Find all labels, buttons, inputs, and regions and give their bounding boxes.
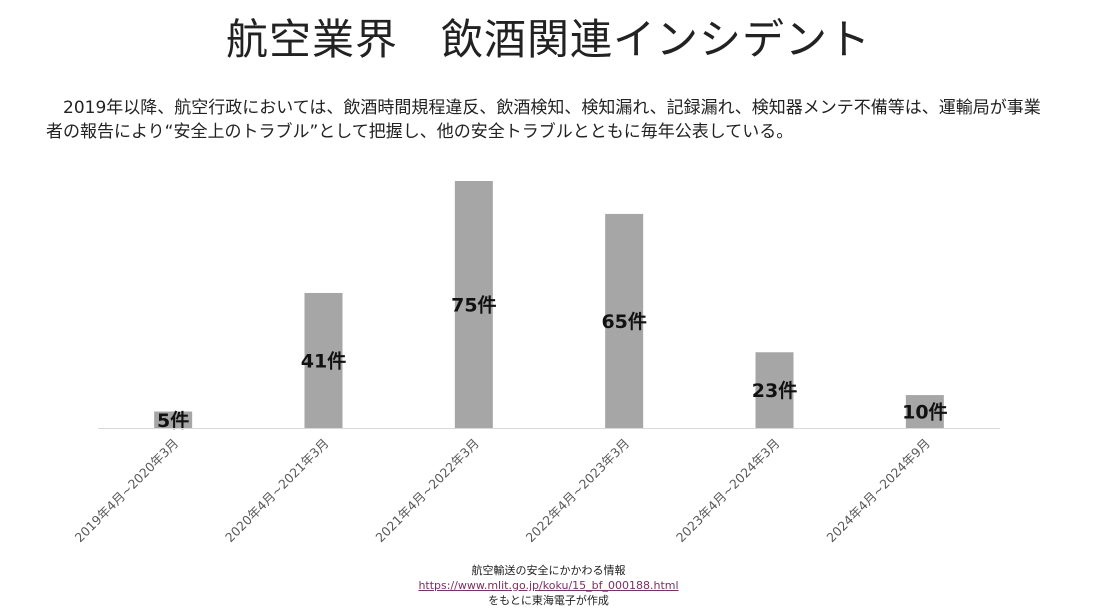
bar — [905, 395, 944, 428]
data-label: 41件 — [301, 349, 346, 372]
bar — [454, 181, 493, 428]
data-label: 23件 — [752, 379, 797, 402]
bar — [154, 411, 193, 428]
x-tick-label: 2019年4月~2020年3月 — [72, 436, 182, 546]
description-text: 2019年以降、航空行政においては、飲酒時間規程違反、飲酒検知、検知漏れ、記録漏… — [46, 98, 1041, 142]
x-tick-label: 2021年4月~2022年3月 — [372, 436, 482, 546]
page-title: 航空業界 飲酒関連インシデント — [225, 15, 871, 64]
x-tick-label: 2023年4月~2024年3月 — [673, 436, 783, 546]
x-tick-label: 2020年4月~2021年3月 — [222, 436, 332, 546]
bar — [605, 213, 644, 428]
data-label: 10件 — [902, 401, 947, 424]
bar — [755, 352, 794, 428]
source-link[interactable]: https://www.mlit.go.jp/koku/15_bf_000188… — [418, 579, 679, 592]
data-label: 75件 — [451, 294, 496, 317]
x-tick-label: 2022年4月~2023年3月 — [523, 436, 633, 546]
source-note: をもとに東海電子が作成 — [488, 594, 609, 607]
data-label: 65件 — [601, 310, 646, 333]
data-label: 5件 — [157, 409, 189, 432]
x-tick-label: 2024年4月~2024年9月 — [823, 436, 933, 546]
bar — [304, 292, 343, 428]
source-title: 航空輸送の安全にかかわる情報 — [471, 564, 626, 577]
